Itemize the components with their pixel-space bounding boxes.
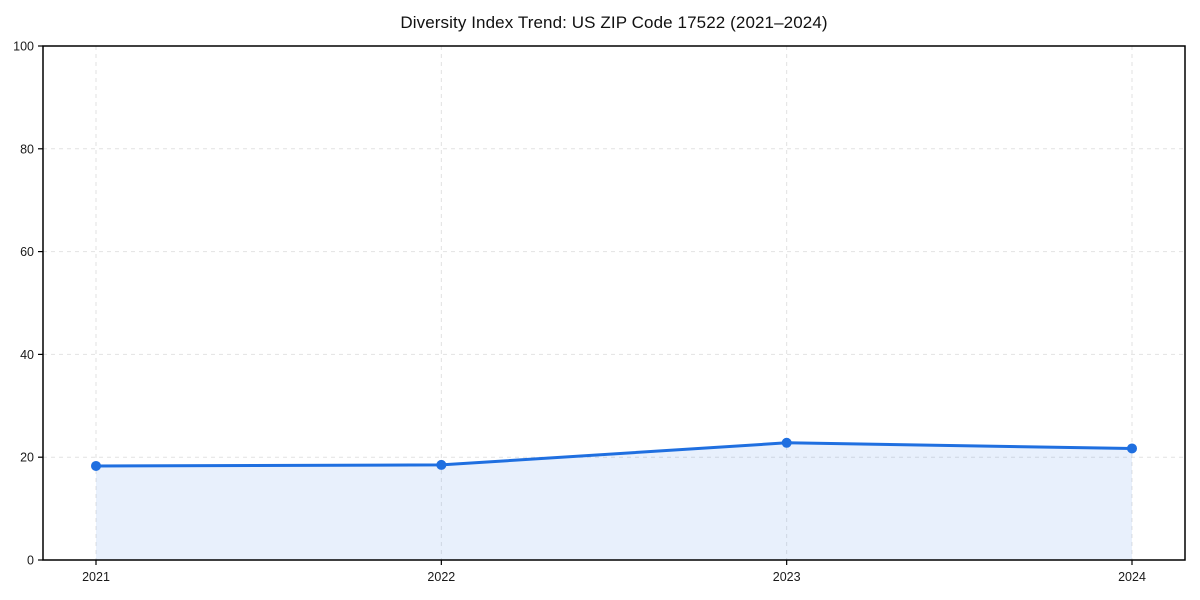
- trend-line: [94, 441, 1134, 468]
- y-tick-label: 60: [20, 245, 34, 259]
- chart-title: Diversity Index Trend: US ZIP Code 17522…: [400, 13, 828, 32]
- y-tick-label: 20: [20, 451, 34, 465]
- plot-border: [42, 45, 1186, 561]
- y-tick-label: 0: [27, 554, 34, 568]
- data-point: [91, 460, 101, 471]
- y-tick-label: 100: [13, 40, 34, 54]
- data-point: [436, 459, 447, 470]
- x-tick-label: 2023: [773, 570, 801, 584]
- y-tick-label: 80: [20, 142, 34, 156]
- x-tick-label: 2022: [427, 570, 455, 584]
- area-fill: [96, 442, 1132, 560]
- x-tick-label: 2024: [1118, 570, 1146, 584]
- data-point: [1127, 443, 1137, 454]
- x-tick-label: 2021: [82, 570, 110, 584]
- data-points: [91, 437, 1137, 471]
- gridlines: [43, 46, 1185, 560]
- data-point: [781, 437, 792, 448]
- axis-ticks: 0 20 40 60 80 100 2021 2022 2023 2024: [13, 40, 1146, 585]
- y-tick-label: 40: [20, 348, 34, 362]
